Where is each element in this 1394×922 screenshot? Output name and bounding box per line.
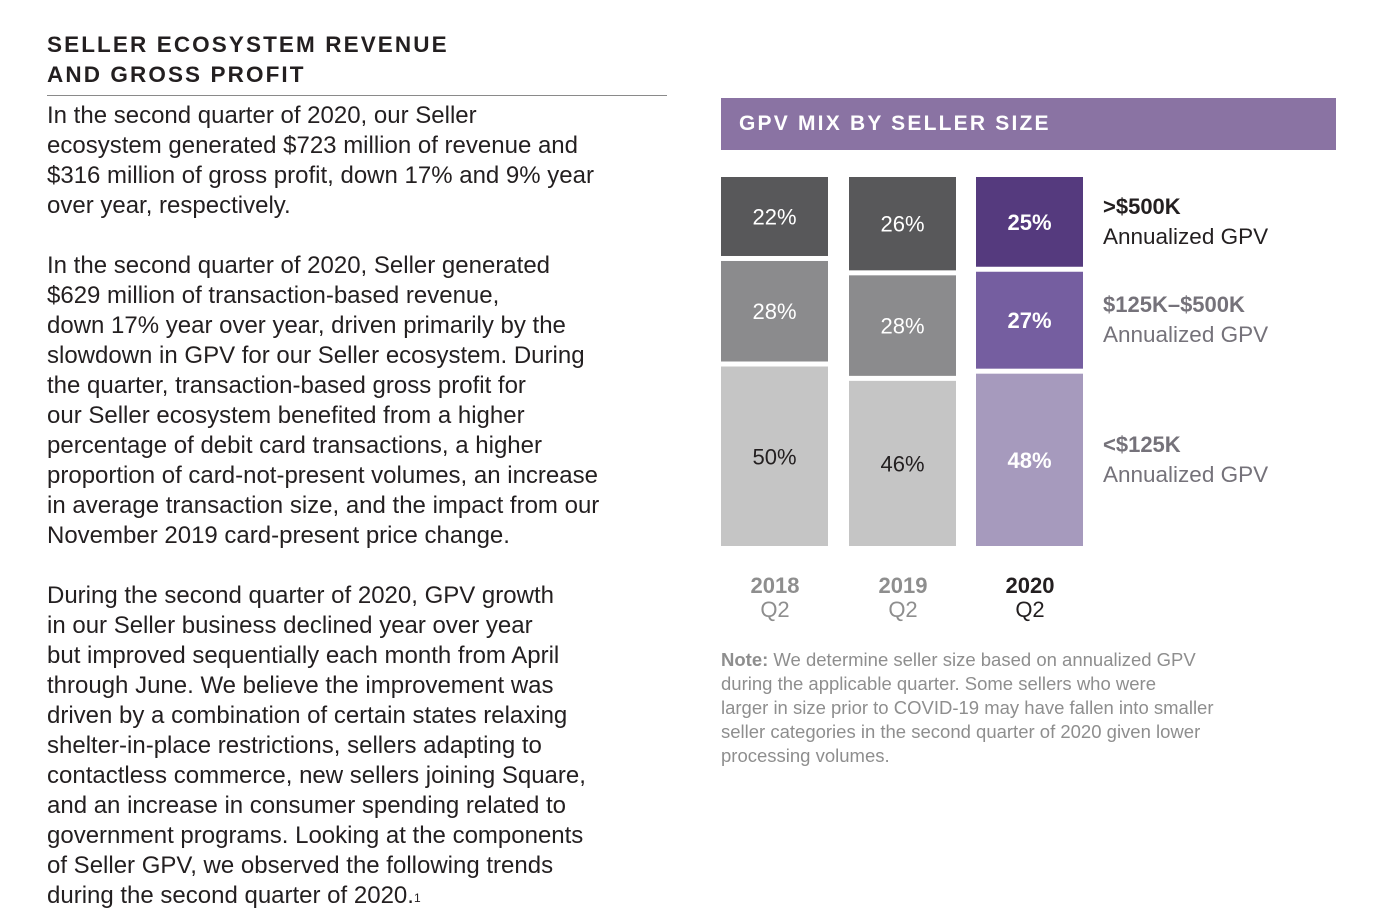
data-label-2020-3: 48%	[1007, 448, 1051, 473]
text-line: contactless commerce, new sellers joinin…	[47, 762, 586, 789]
x-tick-quarter: Q2	[888, 597, 918, 622]
note-label: Note:	[721, 649, 769, 670]
note-text: We determine seller size based on annual…	[773, 649, 1196, 670]
data-label-2018-1: 22%	[752, 204, 796, 229]
note-line: Note: We determine seller size based on …	[721, 648, 1341, 672]
footnote-marker: 1	[413, 891, 421, 905]
text-line: government programs. Looking at the comp…	[47, 822, 584, 849]
x-tick-year: 2018	[750, 573, 800, 598]
text-line: In the second quarter of 2020, Seller ge…	[47, 252, 551, 279]
legend-subtitle: Annualized GPV	[1103, 461, 1269, 487]
x-tick-label-2018: 2018 Q2	[721, 574, 829, 622]
text-line: in our Seller business declined year ove…	[47, 612, 533, 639]
data-label-2019-3: 46%	[880, 451, 924, 476]
paragraph-gpv-growth: During the second quarter of 2020, GPV g…	[47, 581, 667, 911]
text-line: the quarter, transaction-based gross pro…	[47, 372, 526, 399]
section-title: SELLER ECOSYSTEM REVENUE AND GROSS PROFI…	[47, 30, 667, 96]
note-line: larger in size prior to COVID-19 may hav…	[721, 697, 1214, 718]
text-line: and an increase in consumer spending rel…	[47, 792, 566, 819]
legend-item: >$500K Annualized GPV	[1103, 192, 1383, 252]
text-line: our Seller ecosystem benefited from a hi…	[47, 402, 525, 429]
bar-segment-2020-1	[976, 177, 1083, 267]
text-column: SELLER ECOSYSTEM REVENUE AND GROSS PROFI…	[47, 30, 667, 911]
text-line: During the second quarter of 2020, GPV g…	[47, 582, 554, 609]
legend-item: <$125K Annualized GPV	[1103, 430, 1383, 490]
text-line: during the second quarter of 2020.1	[47, 881, 667, 911]
x-tick-year: 2020	[1005, 573, 1055, 598]
x-tick-quarter: Q2	[1015, 597, 1045, 622]
data-label-2020-2: 27%	[1007, 308, 1051, 333]
x-tick-label-2019: 2019 Q2	[849, 574, 957, 622]
bar-segment-2020-2	[976, 271, 1083, 369]
stacked-bar-chart: 22% 28% 50% 26% 28% 46% 25% 27% 48%	[700, 160, 1380, 640]
chart-title: GPV MIX BY SELLER SIZE	[721, 98, 1336, 150]
paragraph-transaction-revenue: In the second quarter of 2020, Seller ge…	[47, 251, 667, 551]
note-line: during the applicable quarter. Some sell…	[721, 673, 1156, 694]
text-line: $629 million of transaction-based revenu…	[47, 282, 500, 309]
section-title-line: AND GROSS PROFIT	[47, 62, 306, 87]
data-label-2018-2: 28%	[752, 299, 796, 324]
paragraph-revenue-summary: In the second quarter of 2020, our Selle…	[47, 101, 667, 221]
legend-subtitle: Annualized GPV	[1103, 223, 1269, 249]
bar-segment-2020-3	[976, 373, 1083, 546]
text-line: In the second quarter of 2020, our Selle…	[47, 102, 477, 129]
text-line: $316 million of gross profit, down 17% a…	[47, 162, 594, 189]
chart-note: Note: We determine seller size based on …	[721, 648, 1341, 768]
text-line: proportion of card-not-present volumes, …	[47, 462, 598, 489]
text-line: of Seller GPV, we observed the following…	[47, 852, 554, 879]
bar-segment-2018-1	[721, 177, 828, 256]
legend-item: $125K–$500K Annualized GPV	[1103, 290, 1383, 350]
x-tick-label-2020: 2020 Q2	[976, 574, 1084, 622]
bar-segment-2019-2	[849, 275, 956, 376]
text-line: shelter-in-place restrictions, sellers a…	[47, 732, 542, 759]
x-tick-quarter: Q2	[760, 597, 790, 622]
bar-segment-2019-3	[849, 380, 956, 546]
data-label-2019-1: 26%	[880, 212, 924, 237]
data-label-2018-3: 50%	[752, 444, 796, 469]
legend-subtitle: Annualized GPV	[1103, 322, 1269, 348]
text-line: down 17% year over year, driven primaril…	[47, 312, 566, 339]
legend-title: $125K–$500K	[1103, 292, 1245, 318]
note-line: processing volumes.	[721, 745, 890, 766]
bar-segment-2018-2	[721, 260, 828, 362]
text-line: slowdown in GPV for our Seller ecosystem…	[47, 342, 585, 369]
text-line: percentage of debit card transactions, a…	[47, 432, 542, 459]
text-line: November 2019 card-present price change.	[47, 522, 510, 549]
text-line: over year, respectively.	[47, 192, 291, 219]
bar-segment-2018-3	[721, 366, 828, 546]
bar-segment-2019-1	[849, 177, 956, 271]
note-line: seller categories in the second quarter …	[721, 721, 1201, 742]
data-label-2020-1: 25%	[1007, 210, 1051, 235]
text-line-content: during the second quarter of 2020.	[47, 882, 414, 909]
chart-svg: 22% 28% 50% 26% 28% 46% 25% 27% 48%	[721, 177, 1083, 546]
data-label-2019-2: 28%	[880, 314, 924, 339]
text-line: ecosystem generated $723 million of reve…	[47, 132, 578, 159]
text-line: driven by a combination of certain state…	[47, 702, 568, 729]
section-title-line: SELLER ECOSYSTEM REVENUE	[47, 32, 449, 57]
text-line: in average transaction size, and the imp…	[47, 492, 600, 519]
text-line: but improved sequentially each month fro…	[47, 642, 560, 669]
legend-title: <$125K	[1103, 431, 1181, 457]
legend-title: >$500K	[1103, 193, 1181, 219]
text-line: through June. We believe the improvement…	[47, 672, 554, 699]
x-tick-year: 2019	[878, 573, 928, 598]
